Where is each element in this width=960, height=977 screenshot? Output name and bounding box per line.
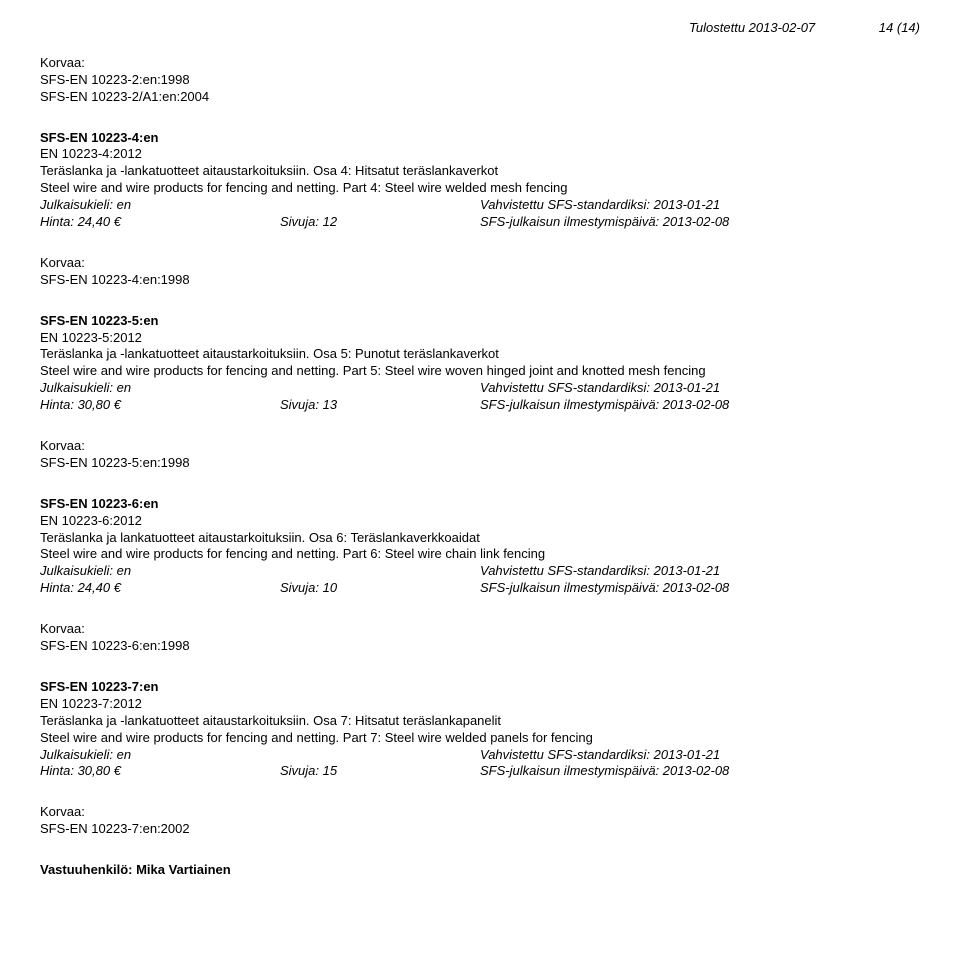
korvaa-label: Korvaa: <box>40 438 920 455</box>
title-en: Steel wire and wire products for fencing… <box>40 546 920 563</box>
meta-row: Julkaisukieli: en Vahvistettu SFS-standa… <box>40 563 920 580</box>
title-en: Steel wire and wire products for fencing… <box>40 180 920 197</box>
korvaa-line: SFS-EN 10223-6:en:1998 <box>40 638 920 655</box>
korvaa-block: Korvaa: SFS-EN 10223-6:en:1998 <box>40 621 920 655</box>
korvaa-line: SFS-EN 10223-4:en:1998 <box>40 272 920 289</box>
en-code: EN 10223-4:2012 <box>40 146 920 163</box>
korvaa-label: Korvaa: <box>40 55 920 72</box>
std-date: Vahvistettu SFS-standardiksi: 2013-01-21 <box>480 747 920 764</box>
pages: Sivuja: 12 <box>280 214 480 231</box>
std-date: Vahvistettu SFS-standardiksi: 2013-01-21 <box>480 380 920 397</box>
pages: Sivuja: 10 <box>280 580 480 597</box>
pages: Sivuja: 15 <box>280 763 480 780</box>
meta-row: Hinta: 24,40 € Sivuja: 12 SFS-julkaisun … <box>40 214 920 231</box>
responsible-person: Vastuuhenkilö: Mika Vartiainen <box>40 862 920 879</box>
lang: Julkaisukieli: en <box>40 197 280 214</box>
korvaa-line: SFS-EN 10223-5:en:1998 <box>40 455 920 472</box>
pub-date: SFS-julkaisun ilmestymispäivä: 2013-02-0… <box>480 214 920 231</box>
page-number: 14 (14) <box>879 20 920 35</box>
price: Hinta: 24,40 € <box>40 214 280 231</box>
standard-code: SFS-EN 10223-5:en <box>40 313 920 330</box>
lang: Julkaisukieli: en <box>40 563 280 580</box>
standard-entry: SFS-EN 10223-6:en EN 10223-6:2012 Teräsl… <box>40 496 920 597</box>
title-en: Steel wire and wire products for fencing… <box>40 730 920 747</box>
en-code: EN 10223-6:2012 <box>40 513 920 530</box>
pub-date: SFS-julkaisun ilmestymispäivä: 2013-02-0… <box>480 580 920 597</box>
header: Tulostettu 2013-02-07 14 (14) <box>40 20 920 37</box>
pages: Sivuja: 13 <box>280 397 480 414</box>
price: Hinta: 24,40 € <box>40 580 280 597</box>
pub-date: SFS-julkaisun ilmestymispäivä: 2013-02-0… <box>480 397 920 414</box>
lang: Julkaisukieli: en <box>40 380 280 397</box>
spacer <box>280 380 480 397</box>
standard-code: SFS-EN 10223-4:en <box>40 130 920 147</box>
korvaa-line: SFS-EN 10223-2/A1:en:2004 <box>40 89 920 106</box>
korvaa-block: Korvaa: SFS-EN 10223-7:en:2002 <box>40 804 920 838</box>
standard-entry: SFS-EN 10223-7:en EN 10223-7:2012 Teräsl… <box>40 679 920 780</box>
pub-date: SFS-julkaisun ilmestymispäivä: 2013-02-0… <box>480 763 920 780</box>
std-date: Vahvistettu SFS-standardiksi: 2013-01-21 <box>480 563 920 580</box>
std-date: Vahvistettu SFS-standardiksi: 2013-01-21 <box>480 197 920 214</box>
standard-entry: SFS-EN 10223-4:en EN 10223-4:2012 Teräsl… <box>40 130 920 231</box>
korvaa-label: Korvaa: <box>40 804 920 821</box>
title-fi: Teräslanka ja -lankatuotteet aitaustarko… <box>40 713 920 730</box>
standard-entry: SFS-EN 10223-5:en EN 10223-5:2012 Teräsl… <box>40 313 920 414</box>
spacer <box>280 197 480 214</box>
lang: Julkaisukieli: en <box>40 747 280 764</box>
title-fi: Teräslanka ja lankatuotteet aitaustarkoi… <box>40 530 920 547</box>
price: Hinta: 30,80 € <box>40 763 280 780</box>
korvaa-block: Korvaa: SFS-EN 10223-4:en:1998 <box>40 255 920 289</box>
title-fi: Teräslanka ja -lankatuotteet aitaustarko… <box>40 346 920 363</box>
korvaa-line: SFS-EN 10223-2:en:1998 <box>40 72 920 89</box>
meta-row: Hinta: 24,40 € Sivuja: 10 SFS-julkaisun … <box>40 580 920 597</box>
en-code: EN 10223-5:2012 <box>40 330 920 347</box>
meta-row: Hinta: 30,80 € Sivuja: 15 SFS-julkaisun … <box>40 763 920 780</box>
spacer <box>280 747 480 764</box>
meta-row: Julkaisukieli: en Vahvistettu SFS-standa… <box>40 380 920 397</box>
meta-row: Julkaisukieli: en Vahvistettu SFS-standa… <box>40 197 920 214</box>
title-en: Steel wire and wire products for fencing… <box>40 363 920 380</box>
korvaa-block: Korvaa: SFS-EN 10223-5:en:1998 <box>40 438 920 472</box>
top-korvaa-block: Korvaa: SFS-EN 10223-2:en:1998 SFS-EN 10… <box>40 55 920 106</box>
printed-date: Tulostettu 2013-02-07 <box>689 20 815 35</box>
korvaa-line: SFS-EN 10223-7:en:2002 <box>40 821 920 838</box>
meta-row: Hinta: 30,80 € Sivuja: 13 SFS-julkaisun … <box>40 397 920 414</box>
price: Hinta: 30,80 € <box>40 397 280 414</box>
en-code: EN 10223-7:2012 <box>40 696 920 713</box>
korvaa-label: Korvaa: <box>40 255 920 272</box>
spacer <box>280 563 480 580</box>
korvaa-label: Korvaa: <box>40 621 920 638</box>
standard-code: SFS-EN 10223-7:en <box>40 679 920 696</box>
title-fi: Teräslanka ja -lankatuotteet aitaustarko… <box>40 163 920 180</box>
meta-row: Julkaisukieli: en Vahvistettu SFS-standa… <box>40 747 920 764</box>
standard-code: SFS-EN 10223-6:en <box>40 496 920 513</box>
